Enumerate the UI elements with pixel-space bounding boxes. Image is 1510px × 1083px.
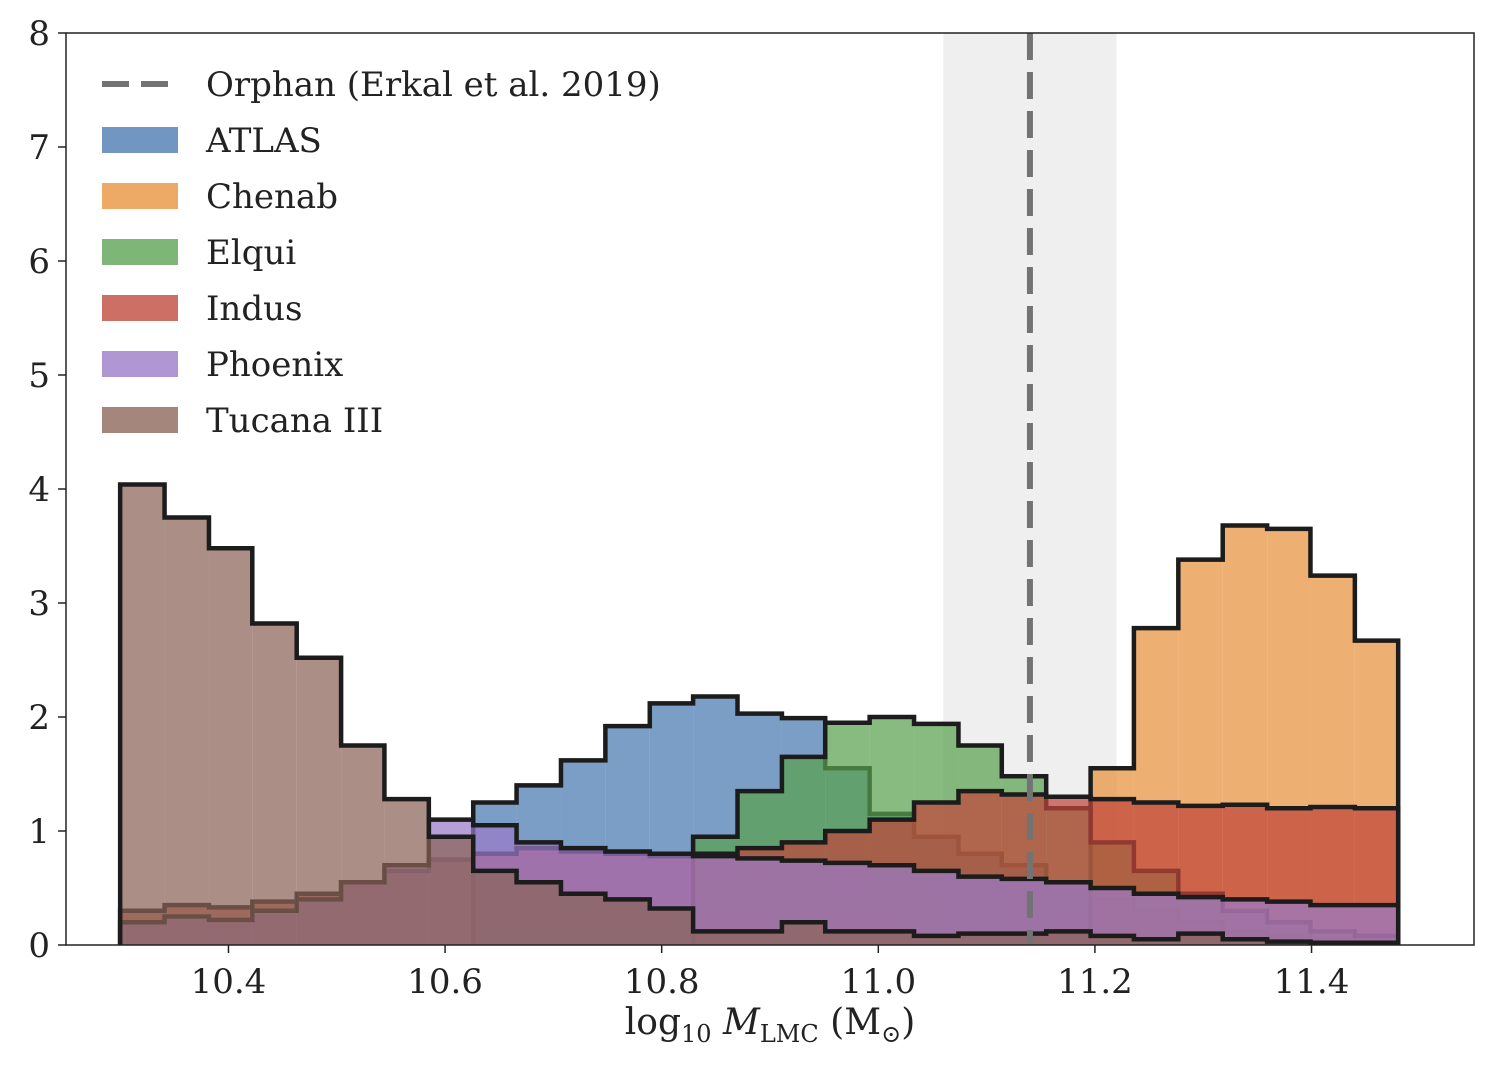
legend-label-elqui: Elqui [206,233,296,273]
x-tick-label: 11.0 [840,962,916,1002]
y-tick-label: 2 [28,698,50,738]
y-tick-label: 8 [28,14,50,54]
bar-tucana-iii-19 [958,933,1002,945]
axis-ticks: 10.4 10.6 10.8 11.0 11.2 11.4 0 1 2 3 4 5 6 7 8 [28,14,1349,1002]
bar-tucana-iii-9 [516,882,561,945]
legend-label-phoenix: Phoenix [206,345,343,385]
x-tick-label: 10.8 [624,962,700,1002]
x-tick-label: 10.6 [407,962,483,1002]
bar-tucana-iii-5 [341,745,385,945]
bar-tucana-iii-14 [737,931,782,945]
bar-tucana-iii-7 [428,836,474,945]
bar-tucana-iii-23 [1133,939,1179,945]
outline-tucana-iii [117,482,1401,945]
legend-item-atlas: ATLAS [102,121,322,161]
bar-tucana-iii-18 [914,935,959,945]
legend-label-atlas: ATLAS [205,121,322,161]
bar-tucana-iii-4 [296,657,342,945]
legend-label-orphan: Orphan (Erkal et al. 2019) [206,65,661,105]
legend-item-indus: Indus [102,289,302,329]
bar-tucana-iii-11 [605,899,650,945]
bar-tucana-iii-15 [781,922,826,945]
y-tick-label: 7 [28,128,50,168]
bar-tucana-iii-6 [384,799,429,945]
bar-tucana-iii-25 [1222,939,1268,945]
bar-tucana-iii-1 [164,517,209,945]
y-tick-label: 5 [28,356,50,396]
bar-tucana-iii-22 [1090,935,1134,945]
bar-tucana-iii-3 [252,623,297,945]
bar-phoenix-28 [1354,905,1399,945]
y-tick-label: 0 [28,926,50,966]
bar-phoenix-18 [914,870,959,945]
histogram-layer [117,482,1401,945]
x-tick-label: 11.2 [1057,962,1133,1002]
bar-tucana-iii-8 [473,870,517,945]
x-axis-label-sub: 10 [681,1020,712,1048]
bar-phoenix-23 [1133,893,1179,945]
legend-swatch-elqui [102,239,178,265]
legend-swatch-phoenix [102,351,178,377]
bar-tucana-iii-0 [120,484,165,945]
legend-item-phoenix: Phoenix [102,345,343,385]
legend-item-chenab: Chenab [102,177,338,217]
legend-item-orphan: Orphan (Erkal et al. 2019) [102,65,661,105]
legend-label-indus: Indus [206,289,302,329]
bar-tucana-iii-10 [560,893,606,945]
legend-label-tucana-iii: Tucana III [206,401,383,441]
legend-swatch-chenab [102,183,178,209]
legend-item-tucana-iii: Tucana III [102,401,383,441]
bar-tucana-iii-12 [649,908,694,945]
bar-tucana-iii-21 [1046,931,1091,945]
bar-tucana-iii-2 [208,548,253,945]
legend-swatch-tucana-iii [102,407,178,433]
bar-tucana-iii-13 [693,931,738,945]
y-tick-label: 4 [28,470,50,510]
x-tick-label: 11.4 [1274,962,1350,1002]
legend-swatch-atlas [102,127,178,153]
bar-tucana-iii-17 [869,931,915,945]
series-tucana-iii [117,482,1401,945]
bar-tucana-iii-24 [1178,933,1223,945]
bar-phoenix-26 [1267,901,1311,945]
y-tick-label: 1 [28,812,50,852]
legend-label-chenab: Chenab [206,177,338,217]
legend-swatch-indus [102,295,178,321]
x-axis-label: log10 MLMC (M⊙) [625,1002,915,1048]
bar-tucana-iii-16 [825,931,870,945]
bar-phoenix-27 [1310,905,1355,945]
legend: Orphan (Erkal et al. 2019) ATLAS Chenab Elq… [102,65,661,441]
legend-item-elqui: Elqui [102,233,296,273]
y-tick-label: 6 [28,242,50,282]
outline-chenab [1088,523,1401,945]
x-tick-label: 10.4 [191,962,267,1002]
bar-tucana-iii-20 [1001,933,1047,945]
y-tick-label: 3 [28,584,50,624]
